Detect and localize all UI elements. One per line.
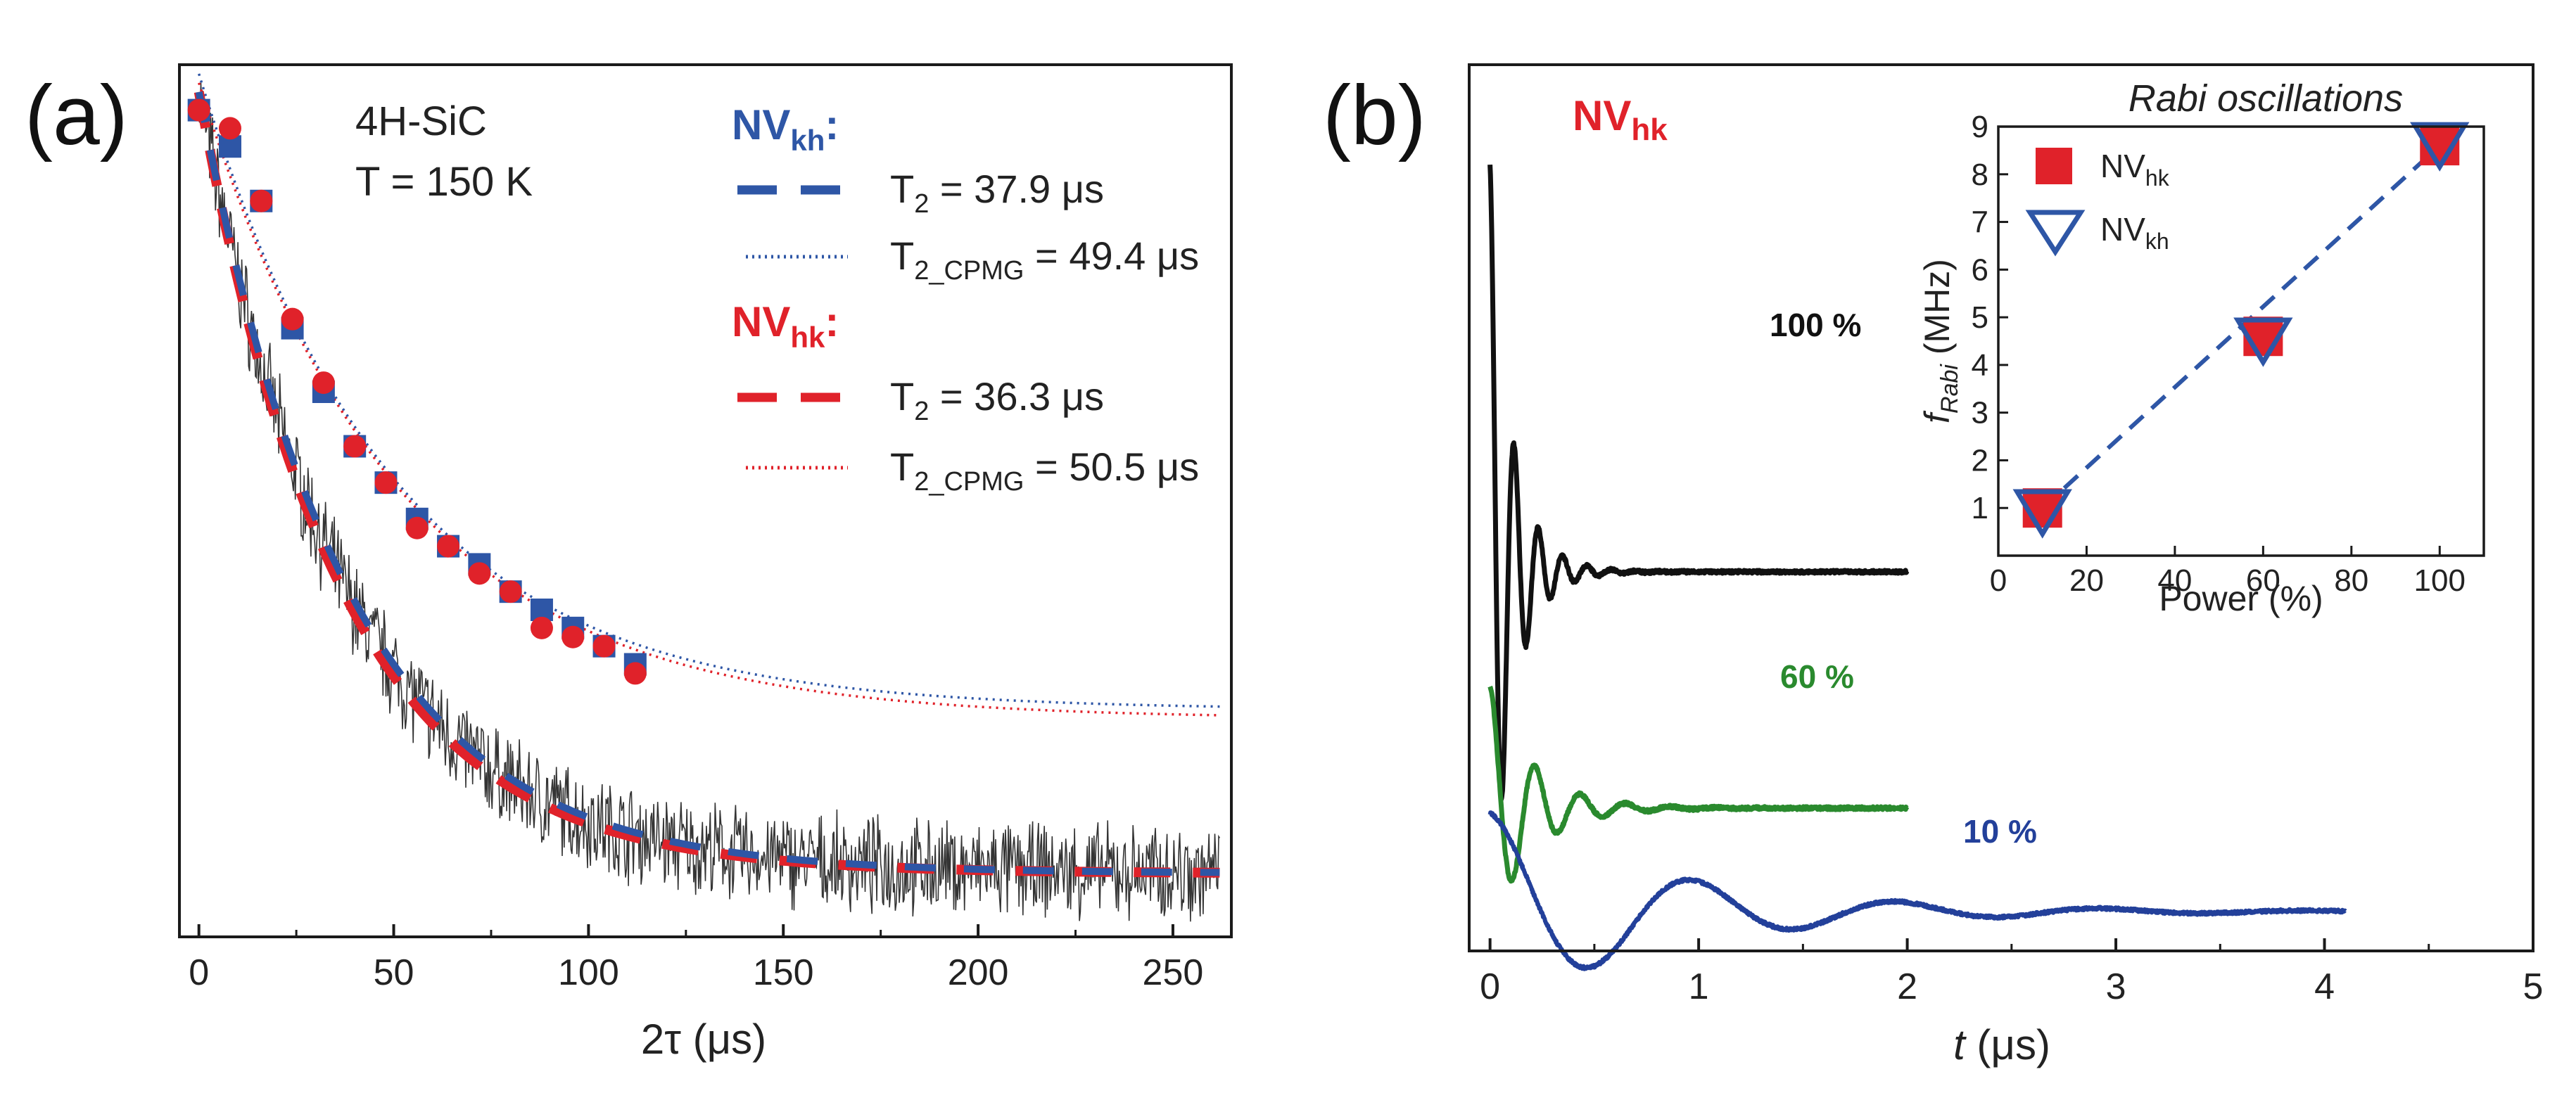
x-tick-label: 0 — [1480, 966, 1500, 1007]
inset-y-tick-label: 7 — [1972, 205, 1988, 240]
hk-circle-marker — [499, 580, 522, 603]
inset-kh-triangle — [2012, 489, 2072, 539]
x-tick-label: 200 — [948, 952, 1009, 993]
inset-y-tick-label: 1 — [1972, 491, 1988, 525]
inset-legend-kh-marker — [2025, 210, 2086, 257]
inset-y-tick-label: 3 — [1972, 396, 1988, 430]
inset-kh-triangle — [2233, 317, 2293, 367]
x-tick-label: 100 — [558, 952, 619, 993]
inset-x-tick-label: 20 — [2069, 563, 2104, 598]
panel-a-x-ticks: 0 50 100 150 200 250 — [189, 924, 1203, 993]
inset-y-axis-label: fRabi (MHz) — [1917, 259, 1963, 423]
hk-circle-marker — [592, 634, 616, 658]
legend-hk-cpmg: T2_CPMG = 50.5 μs — [890, 445, 1199, 497]
x-tick-label: 50 — [374, 952, 414, 993]
panel-a-temperature: T = 150 K — [355, 159, 533, 205]
panel-a-label: (a) — [25, 68, 128, 162]
x-tick-label: 2 — [1897, 966, 1917, 1007]
inset-y-tick-label: 2 — [1972, 443, 1988, 478]
hk-circle-marker — [530, 616, 553, 639]
panel-b-x-axis-label: t (μs) — [1953, 1021, 2050, 1068]
hk-circle-marker — [250, 189, 273, 212]
inset-frame — [1997, 125, 2485, 557]
curve-label-60: 60 % — [1780, 658, 1854, 695]
panel-b-frame — [1468, 63, 2534, 952]
x-tick-label: 150 — [753, 952, 814, 993]
hk-circle-marker — [468, 562, 491, 585]
rabi-curve-60 — [1487, 685, 1910, 884]
inset-x-tick-label: 40 — [2157, 563, 2192, 598]
inset-x-tick-label: 100 — [2414, 563, 2466, 598]
panel-b-x-ticks: 0 1 2 3 4 5 — [1480, 938, 2543, 1007]
legend-hk-t2: T2 = 36.3 μs — [890, 374, 1104, 426]
x-tick-label: 4 — [2314, 966, 2335, 1007]
inset-x-axis-label: Power (%) — [2159, 579, 2323, 618]
curve-label-100: 100 % — [1770, 307, 1861, 343]
panel-a-data — [187, 73, 1221, 922]
inset-x-tick-label: 80 — [2334, 563, 2368, 598]
legend-hk-header: NVhk: — [732, 298, 839, 354]
panel-b-data — [1487, 164, 2347, 971]
hk-circle-marker — [623, 662, 647, 685]
panel-a-sample: 4H-SiC — [355, 98, 487, 144]
panel-b-label: (b) — [1323, 68, 1426, 162]
legend-kh-cpmg: T2_CPMG = 49.4 μs — [890, 234, 1199, 286]
hk-circle-marker — [281, 307, 304, 331]
rabi-curve-10 — [1487, 810, 2347, 971]
hk-circle-marker — [343, 435, 367, 458]
inset-title: Rabi oscillations — [2128, 77, 2403, 120]
inset-y-tick-label: 8 — [1972, 158, 1988, 192]
inset-data — [2012, 122, 2470, 539]
curve-label-10: 10 % — [1963, 813, 2037, 850]
hk-circle-marker — [561, 625, 585, 648]
x-tick-label: 5 — [2523, 966, 2544, 1007]
inset-y-tick-label: 9 — [1972, 110, 1988, 144]
inset-legend-hk: NVhk — [2100, 148, 2170, 191]
panel-a-x-axis-label: 2τ (μs) — [641, 1016, 766, 1063]
inset-ticks: 0 20 40 60 80 100 1 2 3 4 5 6 7 8 9 — [1972, 110, 2466, 598]
hk-circle-marker — [374, 471, 398, 494]
rabi-curve-100 — [1487, 164, 1910, 802]
inset-x-tick-label: 0 — [1990, 563, 2007, 598]
x-tick-label: 1 — [1689, 966, 1709, 1007]
panel-b-nvhk-label: NVhk — [1573, 92, 1668, 147]
hk-circle-marker — [218, 117, 241, 140]
legend-kh-header: NVkh: — [732, 101, 839, 157]
x-tick-label: 3 — [2106, 966, 2126, 1007]
hk-circle-marker — [187, 98, 210, 122]
hk-circle-marker — [405, 516, 429, 539]
hk-circle-marker — [312, 371, 335, 395]
inset-y-tick-label: 5 — [1972, 300, 1988, 335]
fit-kh-t2 — [195, 91, 1220, 876]
hk-circle-marker — [437, 535, 460, 558]
x-tick-label: 0 — [189, 952, 209, 993]
inset-legend-kh: NVkh — [2100, 211, 2169, 254]
inset-y-tick-label: 4 — [1972, 348, 1988, 383]
legend-kh-t2: T2 = 37.9 μs — [890, 167, 1104, 219]
inset-x-tick-label: 60 — [2246, 563, 2280, 598]
inset-kh-triangle — [2410, 122, 2470, 172]
x-tick-label: 250 — [1143, 952, 1204, 993]
panel-a-frame — [178, 63, 1233, 938]
inset-y-tick-label: 6 — [1972, 253, 1988, 287]
inset-legend-hk-marker — [2036, 148, 2072, 184]
fit-kh-cpmg — [198, 73, 1220, 708]
